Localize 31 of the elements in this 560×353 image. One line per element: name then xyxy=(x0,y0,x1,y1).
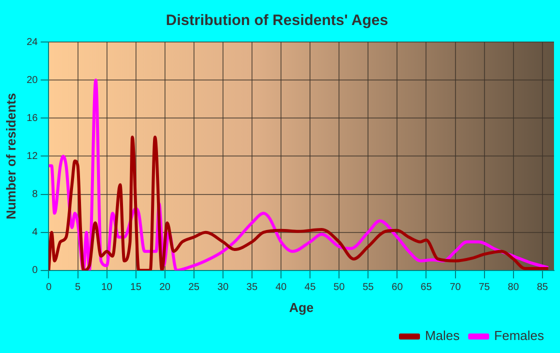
x-tick-label: 40 xyxy=(275,282,288,294)
x-tick-label: 10 xyxy=(101,282,113,294)
y-tick-label: 12 xyxy=(26,150,38,162)
chart-title: Distribution of Residents' Ages xyxy=(166,12,388,30)
x-tick-label: 35 xyxy=(246,282,258,294)
x-axis-title: Age xyxy=(289,300,314,315)
y-tick-label: 8 xyxy=(32,189,38,200)
legend-label: Females xyxy=(494,328,544,344)
x-tick-label: 85 xyxy=(536,282,548,294)
x-tick-label: 15 xyxy=(130,282,142,294)
x-tick-label: 45 xyxy=(304,282,316,294)
x-tick-label: 50 xyxy=(334,282,346,294)
x-tick-label: 5 xyxy=(74,282,81,294)
y-tick-label: 0 xyxy=(32,265,38,276)
y-tick-label: 24 xyxy=(26,36,38,48)
x-tick-label: 80 xyxy=(508,282,520,294)
x-tick-label: 70 xyxy=(450,282,462,294)
y-tick-label: 16 xyxy=(26,112,38,124)
y-axis-title: Number of residents xyxy=(3,92,18,220)
x-tick-label: 75 xyxy=(478,282,490,294)
x-tick-label: 0 xyxy=(46,282,52,294)
x-tick-label: 55 xyxy=(362,282,374,294)
x-tick-label: 20 xyxy=(159,282,171,294)
y-tick-label: 4 xyxy=(32,227,38,238)
legend-label: Males xyxy=(424,328,460,344)
x-tick-label: 65 xyxy=(420,282,432,294)
x-tick-label: 60 xyxy=(392,282,404,294)
line-series xyxy=(48,136,550,270)
x-tick-label: 25 xyxy=(188,282,200,294)
y-tick-label: 20 xyxy=(26,74,38,86)
x-tick-label: 30 xyxy=(217,282,229,294)
